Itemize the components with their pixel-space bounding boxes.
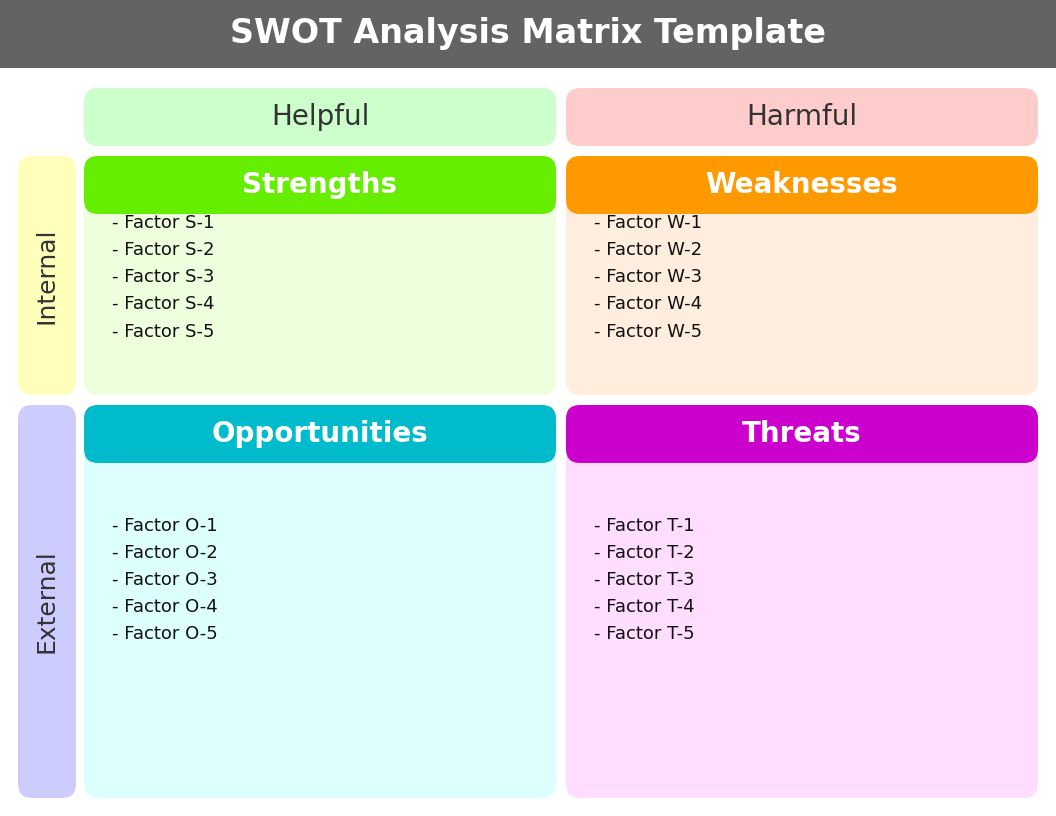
Bar xyxy=(0,0,1056,68)
Text: Internal: Internal xyxy=(35,227,59,324)
FancyBboxPatch shape xyxy=(566,405,1038,463)
Text: - Factor T-1
- Factor T-2
- Factor T-3
- Factor T-4
- Factor T-5: - Factor T-1 - Factor T-2 - Factor T-3 -… xyxy=(593,517,695,644)
FancyBboxPatch shape xyxy=(84,405,557,798)
Text: Weaknesses: Weaknesses xyxy=(705,171,899,199)
Text: - Factor O-1
- Factor O-2
- Factor O-3
- Factor O-4
- Factor O-5: - Factor O-1 - Factor O-2 - Factor O-3 -… xyxy=(112,517,218,644)
Text: Opportunities: Opportunities xyxy=(211,420,429,448)
FancyBboxPatch shape xyxy=(84,88,557,146)
FancyBboxPatch shape xyxy=(566,156,1038,395)
FancyBboxPatch shape xyxy=(566,156,1038,214)
FancyBboxPatch shape xyxy=(84,156,557,395)
Text: External: External xyxy=(35,550,59,654)
FancyBboxPatch shape xyxy=(566,405,1038,798)
Text: - Factor S-1
- Factor S-2
- Factor S-3
- Factor S-4
- Factor S-5: - Factor S-1 - Factor S-2 - Factor S-3 -… xyxy=(112,214,214,340)
FancyBboxPatch shape xyxy=(566,88,1038,146)
FancyBboxPatch shape xyxy=(84,405,557,463)
Text: Strengths: Strengths xyxy=(243,171,397,199)
FancyBboxPatch shape xyxy=(84,156,557,214)
FancyBboxPatch shape xyxy=(18,156,76,395)
Text: SWOT Analysis Matrix Template: SWOT Analysis Matrix Template xyxy=(230,17,826,51)
Text: Threats: Threats xyxy=(742,420,862,448)
Text: - Factor W-1
- Factor W-2
- Factor W-3
- Factor W-4
- Factor W-5: - Factor W-1 - Factor W-2 - Factor W-3 -… xyxy=(593,214,702,340)
Text: Harmful: Harmful xyxy=(747,103,857,131)
Text: Helpful: Helpful xyxy=(270,103,370,131)
FancyBboxPatch shape xyxy=(18,405,76,798)
